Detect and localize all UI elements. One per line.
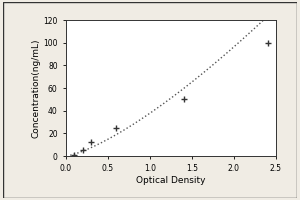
Y-axis label: Concentration(ng/mL): Concentration(ng/mL) [32, 38, 40, 138]
X-axis label: Optical Density: Optical Density [136, 176, 206, 185]
